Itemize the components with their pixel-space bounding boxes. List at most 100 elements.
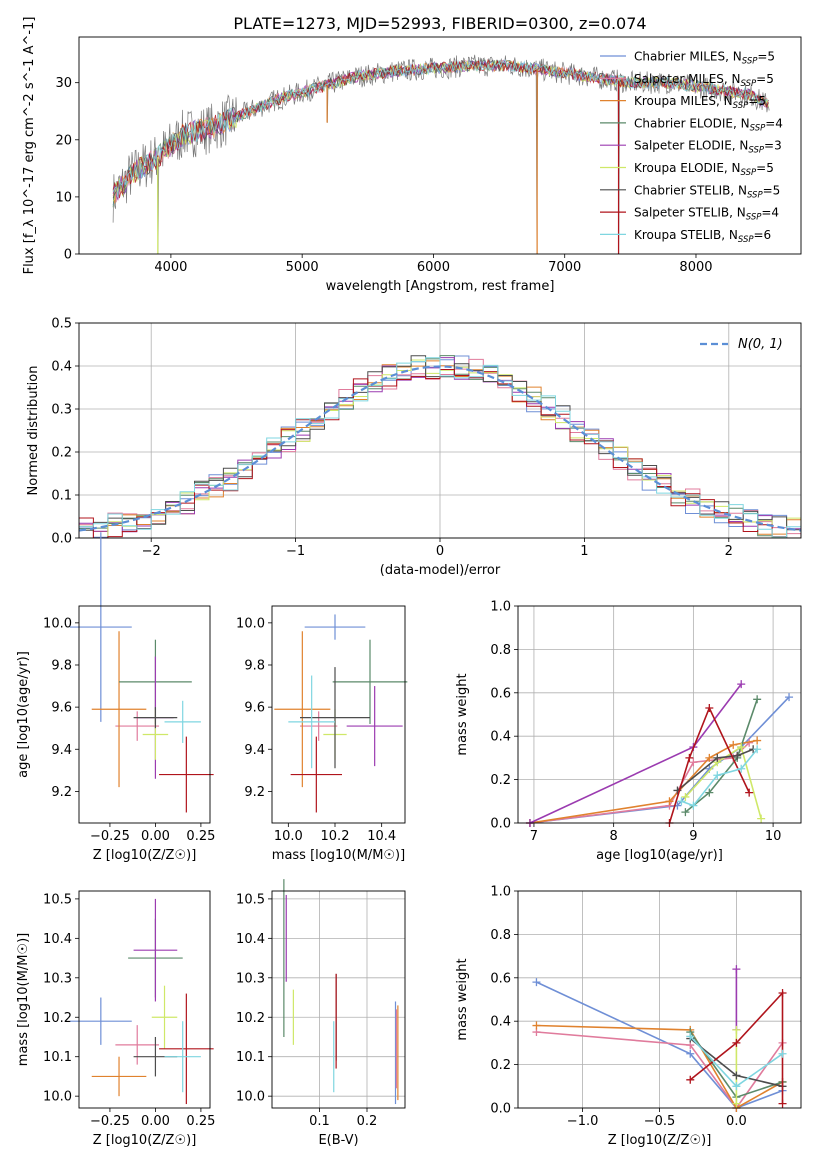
axes-weight_vs_Z: −1.0 −0.5 0.0 0.0 0.2 0.4 0.6 0.8 1.0 Z [log10(Z/… xyxy=(455,885,801,1148)
x-tick-label: 10.0 xyxy=(274,829,303,844)
y-tick-label: 10.3 xyxy=(236,971,265,986)
y-tick-label: 9.8 xyxy=(51,658,72,673)
y-tick-label: 10.0 xyxy=(43,616,72,631)
weights-weight_vs_age xyxy=(525,680,794,827)
x-tick-label: 8 xyxy=(610,829,618,844)
normal-curve xyxy=(79,365,801,532)
y-tick-label: 10.0 xyxy=(236,616,265,631)
y-tick-label: 0.0 xyxy=(490,817,511,832)
y-tick-label: 9.8 xyxy=(244,658,265,673)
x-axis-label: mass [log10(M/M☉)] xyxy=(272,848,405,863)
weight-marker-kroupa_miles xyxy=(753,736,762,745)
weight-marker-kroupa_miles xyxy=(665,797,674,806)
weight-line-chabrier_miles xyxy=(536,981,783,1109)
weight-line-chabrier_stelib xyxy=(676,748,754,792)
weight-marker-kroupa_elodie xyxy=(732,1099,741,1108)
weights-weight_vs_Z xyxy=(532,965,787,1112)
weight-marker-salpeter_stelib xyxy=(778,1099,787,1108)
weight-line-salpeter_stelib xyxy=(668,705,750,824)
x-tick-label: 0 xyxy=(436,544,444,559)
y-tick-label: 10.1 xyxy=(43,1050,72,1065)
y-tick-label: 0 xyxy=(64,248,72,263)
weight-marker-chabrier_stelib xyxy=(733,751,742,760)
weight-marker-kroupa_miles xyxy=(729,740,738,749)
y-tick-label: 9.2 xyxy=(51,785,72,800)
x-tick-label: 0.0 xyxy=(726,1114,747,1129)
weight-marker-kroupa_elodie xyxy=(732,1025,741,1034)
weight-marker-salpeter_stelib xyxy=(685,753,694,762)
legend-label-salpeter_elodie: Salpeter ELODIE, NSSP=3 xyxy=(634,139,782,156)
x-tick-label: 10.4 xyxy=(367,829,396,844)
y-tick-label: 10.1 xyxy=(236,1050,265,1065)
errorbars-mass_vs_ebv xyxy=(283,879,399,1105)
axes-frame xyxy=(78,890,211,1109)
weight-marker-salpeter_stelib xyxy=(732,1038,741,1047)
axes-age_vs_mass: 10.0 10.2 10.4 9.2 9.4 9.6 9.8 10.0 mass [log10(… xyxy=(236,616,405,863)
spectrum-lines xyxy=(112,54,770,254)
y-tick-label: 0.3 xyxy=(51,403,72,418)
axes-frame xyxy=(271,890,406,1109)
weight-marker-salpeter_miles xyxy=(689,758,698,767)
spectrum-legend: Chabrier MILES, NSSP=5 Salpeter MILES, NS… xyxy=(600,50,783,245)
legend-label-salpeter_stelib: Salpeter STELIB, NSSP=4 xyxy=(634,206,779,223)
y-tick-label: 10.5 xyxy=(43,892,72,907)
weight-marker-chabrier_miles xyxy=(785,693,794,702)
weight-marker-kroupa_stelib xyxy=(686,1032,695,1041)
weight-marker-chabrier_miles xyxy=(532,978,541,987)
x-tick-label: 9 xyxy=(689,829,697,844)
axes-spectrum: 4000 5000 6000 7000 8000 0 10 20 30 wavelength [A… xyxy=(22,17,713,294)
y-tick-label: 0.2 xyxy=(490,773,511,788)
y-tick-label: 0.2 xyxy=(490,1058,511,1073)
x-tick-label: 8000 xyxy=(679,260,712,275)
residual-histograms xyxy=(79,355,801,538)
weight-marker-kroupa_miles xyxy=(705,753,714,762)
x-tick-label: 10 xyxy=(765,829,782,844)
weight-marker-kroupa_stelib xyxy=(778,1049,787,1058)
weight-marker-salpeter_elodie xyxy=(737,680,746,689)
x-tick-label: 6000 xyxy=(417,260,450,275)
y-tick-label: 9.4 xyxy=(51,743,72,758)
x-tick-label: 5000 xyxy=(286,260,319,275)
x-tick-label: −0.25 xyxy=(90,829,130,844)
x-tick-label: −1 xyxy=(286,544,305,559)
weight-marker-chabrier_stelib xyxy=(713,753,722,762)
legend-label-kroupa_miles: Kroupa MILES, NSSP=5 xyxy=(634,94,766,111)
y-tick-label: 10.2 xyxy=(236,1011,265,1026)
y-tick-label: 10.0 xyxy=(43,1090,72,1105)
weight-line-kroupa_miles xyxy=(536,1024,783,1110)
y-tick-label: 10 xyxy=(55,190,72,205)
model-spectrum-kroupa_stelib xyxy=(112,59,769,198)
y-tick-label: 1.0 xyxy=(490,600,511,615)
legend-label-normal: N(0, 1) xyxy=(738,337,783,352)
y-tick-label: 0.4 xyxy=(490,1015,511,1030)
x-tick-label: 4000 xyxy=(154,260,187,275)
y-axis-label: Flux [f_λ 10^-17 erg cm^-2 s^-1 A^-1] xyxy=(22,17,37,275)
weight-marker-chabrier_elodie xyxy=(681,808,690,817)
x-tick-label: 0.1 xyxy=(309,1114,330,1129)
y-tick-label: 1.0 xyxy=(490,885,511,900)
y-tick-label: 0.8 xyxy=(490,643,511,658)
y-tick-label: 9.6 xyxy=(51,701,72,716)
histogram-kroupa_elodie xyxy=(79,359,801,538)
legend-label-chabrier_stelib: Chabrier STELIB, NSSP=5 xyxy=(634,183,780,200)
x-axis-label: E(B-V) xyxy=(318,1133,358,1148)
y-tick-label: 0.1 xyxy=(51,489,72,504)
y-axis-label: Normed distribution xyxy=(26,366,41,496)
axes-frame xyxy=(517,890,802,1109)
legend-label-salpeter_miles: Salpeter MILES, NSSP=5 xyxy=(634,72,774,89)
y-tick-label: 9.6 xyxy=(244,701,265,716)
y-tick-label: 30 xyxy=(55,76,72,91)
weight-marker-chabrier_elodie xyxy=(705,788,714,797)
y-tick-label: 9.4 xyxy=(244,743,265,758)
weight-line-chabrier_elodie xyxy=(684,699,758,813)
axes-mass_vs_ebv: 0.1 0.2 10.0 10.1 10.2 10.3 10.4 10.5 E(B-V) xyxy=(236,891,405,1148)
y-tick-label: 0.4 xyxy=(490,730,511,745)
axes-frame xyxy=(517,605,802,824)
axes-age_vs_Z: −0.25 0.00 0.25 9.2 9.4 9.6 9.8 10.0 Z [log10(Z/… xyxy=(16,616,215,863)
x-tick-label: 0.00 xyxy=(141,829,170,844)
legend-label-kroupa_elodie: Kroupa ELODIE, NSSP=5 xyxy=(634,161,774,178)
y-axis-label: mass [log10(M/M☉)] xyxy=(16,933,31,1066)
x-tick-label: −0.5 xyxy=(644,1114,676,1129)
x-tick-label: 0.25 xyxy=(186,829,215,844)
